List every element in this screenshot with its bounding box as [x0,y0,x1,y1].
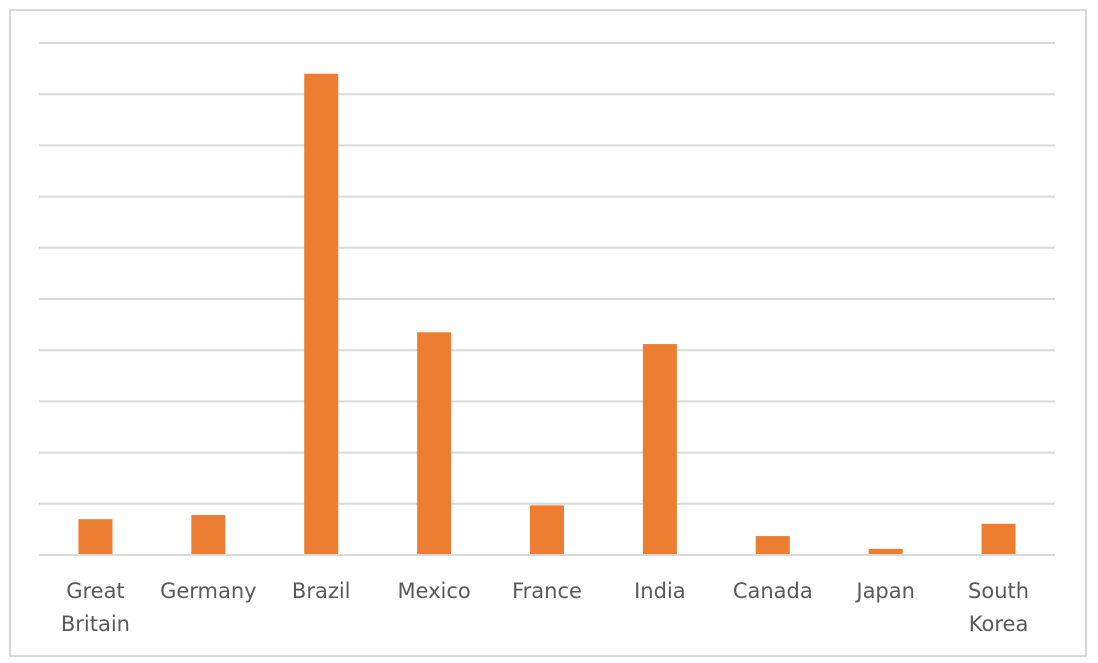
bar-great-britain [78,519,113,555]
x-tick-label: Germany [160,579,257,603]
bar-japan [868,548,903,555]
x-tick-label: India [634,579,686,603]
x-tick-label: Brazil [292,579,351,603]
bar-brazil [304,73,339,555]
x-tick-label: Japan [854,579,915,603]
category-labels: Great Britain Germany Brazil Mexico France Ind… [61,579,1029,636]
bar-south-korea [981,523,1016,555]
bar-india [642,344,677,555]
x-tick-label: Mexico [397,579,470,603]
bar-france [530,505,564,555]
bar-canada [755,536,790,555]
x-tick-label: France [512,579,582,603]
gridlines [39,42,1055,505]
x-tick-label: Great Britain [61,579,130,636]
x-tick-label: Canada [733,579,813,603]
bars [78,73,1016,555]
bar-mexico [417,332,452,555]
bar-germany [191,515,226,555]
x-tick-label: South Korea [968,579,1029,636]
